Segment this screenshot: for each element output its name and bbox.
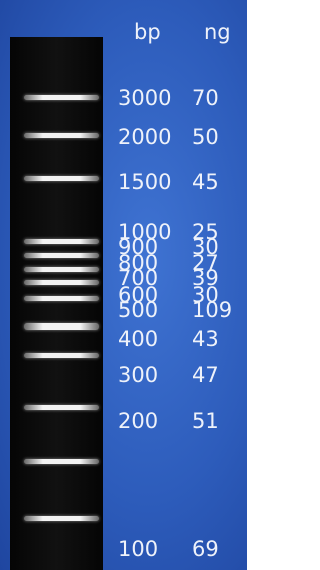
bp-label: 200 [118,411,158,432]
band [24,516,99,521]
ng-label: 109 [192,300,232,321]
band [24,459,99,464]
ng-header: ng [204,22,231,43]
ng-label: 50 [192,127,219,148]
band [24,280,99,285]
bp-label: 1500 [118,172,171,193]
ng-label: 43 [192,329,219,350]
band [24,133,99,138]
bp-label: 3000 [118,88,171,109]
band [24,253,99,258]
bp-label: 300 [118,365,158,386]
band [24,95,99,100]
band [24,296,99,301]
ng-label: 45 [192,172,219,193]
bp-header: bp [134,22,161,43]
band [24,323,99,330]
gel-lane [10,37,103,570]
band [24,405,99,410]
band [24,176,99,181]
bp-label: 400 [118,329,158,350]
ng-label: 47 [192,365,219,386]
bp-label: 2000 [118,127,171,148]
ng-label: 51 [192,411,219,432]
band [24,353,99,358]
bp-label: 100 [118,539,158,560]
bp-label: 500 [118,300,158,321]
ng-label: 70 [192,88,219,109]
band [24,267,99,272]
ng-label: 69 [192,539,219,560]
band [24,239,99,244]
